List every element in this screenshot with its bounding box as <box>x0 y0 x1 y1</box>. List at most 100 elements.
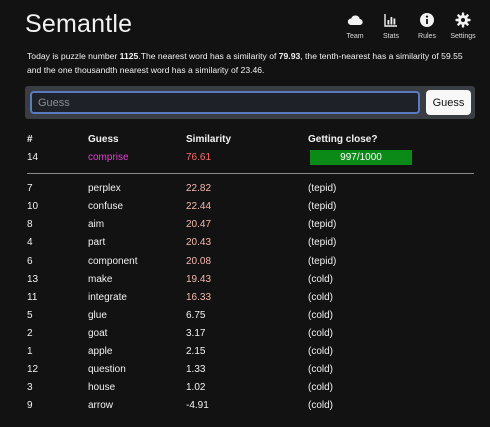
nav-rules[interactable]: Rules <box>412 12 442 40</box>
row-num: 10 <box>27 201 39 212</box>
nav-settings-label: Settings <box>450 33 476 40</box>
latest-num: 14 <box>27 152 39 163</box>
row-similarity: 2.15 <box>186 346 206 357</box>
gear-icon <box>455 12 471 28</box>
puzzle-number: 1125 <box>119 51 139 61</box>
nearest-similarity: 79.93 <box>278 51 301 61</box>
row-word: confuse <box>88 201 124 212</box>
row-similarity: 20.43 <box>186 237 212 248</box>
table-row: 13 make 19.43 (cold) <box>0 274 490 290</box>
app-logo[interactable]: Semantle <box>25 10 132 39</box>
row-num: 12 <box>27 364 39 375</box>
cloud-icon <box>347 12 363 28</box>
row-similarity: -4.91 <box>186 400 209 411</box>
proximity-bar: 997/1000 <box>310 150 412 165</box>
row-similarity: 22.44 <box>186 201 212 212</box>
divider <box>27 173 474 174</box>
header-num: # <box>27 134 33 145</box>
row-closeness: (tepid) <box>308 201 337 212</box>
table-row: 8 aim 20.47 (tepid) <box>0 219 490 235</box>
row-closeness: (tepid) <box>308 256 337 267</box>
header-similarity: Similarity <box>186 134 232 145</box>
table-row: 7 perplex 22.82 (tepid) <box>0 183 490 199</box>
row-num: 3 <box>27 382 33 393</box>
row-word: aim <box>88 219 105 230</box>
puzzle-intro: Today is puzzle number 1125.The nearest … <box>27 49 477 77</box>
row-closeness: (cold) <box>308 400 334 411</box>
row-num: 6 <box>27 256 33 267</box>
table-row: 10 confuse 22.44 (tepid) <box>0 201 490 217</box>
row-word: make <box>88 274 113 285</box>
bar-chart-icon <box>383 12 399 28</box>
latest-guess-row: 14 comprise 76.61 <box>0 152 490 168</box>
intro-middle2: , the tenth-nearest has a similarity of … <box>27 51 463 75</box>
table-row: 5 glue 6.75 (cold) <box>0 310 490 326</box>
guess-input[interactable] <box>30 91 420 114</box>
nav-team-label: Team <box>346 33 364 40</box>
table-row: 3 house 1.02 (cold) <box>0 382 490 398</box>
row-num: 13 <box>27 274 39 285</box>
row-similarity: 19.43 <box>186 274 212 285</box>
row-closeness: (tepid) <box>308 237 337 248</box>
intro-middle1: .The nearest word has a similarity of <box>138 51 279 61</box>
table-row: 9 arrow -4.91 (cold) <box>0 400 490 416</box>
row-closeness: (cold) <box>308 346 334 357</box>
row-num: 1 <box>27 346 33 357</box>
row-similarity: 20.08 <box>186 256 212 267</box>
row-num: 5 <box>27 310 33 321</box>
row-closeness: (cold) <box>308 292 334 303</box>
row-closeness: (cold) <box>308 310 334 321</box>
row-word: component <box>88 256 138 267</box>
nav-stats[interactable]: Stats <box>376 12 406 40</box>
nav-rules-label: Rules <box>418 33 436 40</box>
row-similarity: 1.33 <box>186 364 206 375</box>
row-closeness: (tepid) <box>308 183 337 194</box>
row-word: part <box>88 237 106 248</box>
latest-word: comprise <box>88 152 129 163</box>
row-num: 11 <box>27 292 38 303</box>
row-closeness: (tepid) <box>308 219 337 230</box>
info-icon <box>419 12 435 28</box>
nav-bar: Team Stats Rules <box>340 12 478 40</box>
row-num: 4 <box>27 237 33 248</box>
table-row: 12 question 1.33 (cold) <box>0 364 490 380</box>
row-similarity: 20.47 <box>186 219 212 230</box>
table-row: 2 goat 3.17 (cold) <box>0 328 490 344</box>
latest-similarity: 76.61 <box>186 152 212 163</box>
row-closeness: (cold) <box>308 328 334 339</box>
row-word: house <box>88 382 116 393</box>
app-header: Semantle Team Stats Rules <box>0 0 490 48</box>
row-word: question <box>88 364 126 375</box>
row-num: 7 <box>27 183 33 194</box>
table-row: 6 component 20.08 (tepid) <box>0 256 490 272</box>
table-row: 11 integrate 16.33 (cold) <box>0 292 490 308</box>
row-similarity: 3.17 <box>186 328 206 339</box>
intro-prefix: Today is puzzle number <box>27 51 120 61</box>
row-word: arrow <box>88 400 114 411</box>
row-closeness: (cold) <box>308 382 334 393</box>
table-row: 1 apple 2.15 (cold) <box>0 346 490 362</box>
nav-stats-label: Stats <box>383 33 399 40</box>
table-row: 4 part 20.43 (tepid) <box>0 237 490 253</box>
row-similarity: 1.02 <box>186 382 206 393</box>
row-similarity: 22.82 <box>186 183 212 194</box>
row-num: 9 <box>27 400 33 411</box>
row-closeness: (cold) <box>308 274 334 285</box>
row-similarity: 6.75 <box>186 310 206 321</box>
row-word: integrate <box>88 292 127 303</box>
header-guess: Guess <box>88 134 119 145</box>
row-word: apple <box>88 346 113 357</box>
row-num: 2 <box>27 328 33 339</box>
logo-text: Semantle <box>25 10 133 38</box>
row-word: perplex <box>88 183 121 194</box>
nav-settings[interactable]: Settings <box>448 12 478 40</box>
row-word: glue <box>88 310 107 321</box>
proximity-text: 997/1000 <box>340 152 382 163</box>
row-num: 8 <box>27 219 33 230</box>
nav-team[interactable]: Team <box>340 12 370 40</box>
header-getting-close: Getting close? <box>308 134 378 145</box>
row-closeness: (cold) <box>308 364 334 375</box>
guess-button[interactable]: Guess <box>426 90 471 115</box>
row-similarity: 16.33 <box>186 292 212 303</box>
row-word: goat <box>88 328 108 339</box>
